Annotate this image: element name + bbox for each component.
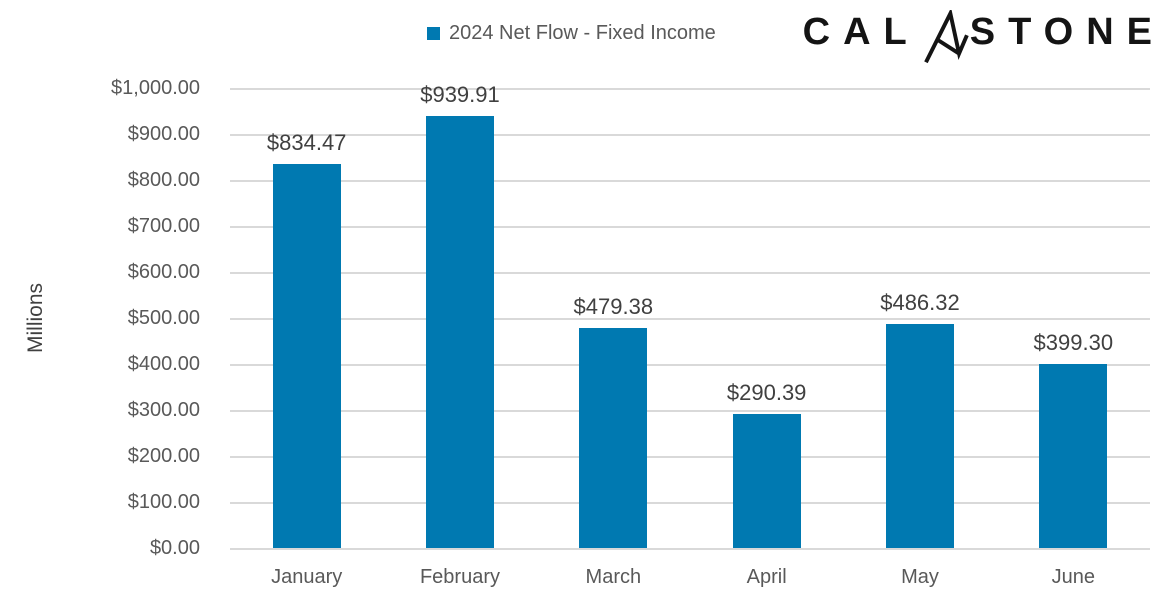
bar-june [1039,364,1108,548]
bar-may [886,324,954,548]
y-axis-labels: $0.00 $100.00 $200.00 $300.00 $400.00 $500.00… [0,0,200,604]
y-tick-label-400: $400.00 [127,353,200,375]
gridline-1000 [230,88,1150,90]
data-label-june: $399.30 [1033,330,1114,356]
gridline-100 [230,502,1150,504]
data-label-january: $834.47 [266,130,347,156]
chart-legend: 2024 Net Flow - Fixed Income [427,20,716,46]
y-tick-label-200: $200.00 [127,445,200,467]
gridline-400 [230,364,1150,366]
y-tick-label-600: $600.00 [127,261,200,283]
x-category-label-february: February [419,566,500,588]
logo-text-stone: STONE [969,11,1165,53]
y-tick-label-100: $100.00 [127,491,200,513]
x-category-label-may: May [901,566,939,588]
y-tick-label-300: $300.00 [127,399,200,421]
gridline-300 [230,410,1150,412]
y-tick-label-1000: $1,000.00 [111,77,200,99]
bar-february [426,115,494,548]
y-tick-label-0: $0.00 [149,537,200,559]
gridline-200 [230,456,1150,458]
y-tick-label-800: $800.00 [127,169,200,191]
data-label-april: $290.39 [726,380,807,406]
x-category-label-april: April [746,566,787,588]
gridline-600 [230,272,1150,274]
y-tick-label-700: $700.00 [127,215,200,237]
legend-marker-swatch [427,26,440,40]
calastone-arrow-icon [923,10,969,64]
data-label-march: $479.38 [573,293,654,319]
y-tick-label-500: $500.00 [127,307,200,329]
data-label-february: $939.91 [420,81,500,107]
gridline-800 [230,180,1150,182]
bar-january [272,164,341,548]
y-tick-label-900: $900.00 [127,123,200,145]
x-category-label-march: March [585,566,642,588]
x-category-label-january: January [271,566,343,588]
calastone-logo: CAL STONE [803,8,1165,64]
gridline-500 [230,318,1150,320]
bar-april [732,414,801,548]
data-label-may: $486.32 [880,290,960,316]
gridline-700 [230,226,1150,228]
legend-label: 2024 Net Flow - Fixed Income [449,21,716,44]
bar-march [579,327,648,548]
plot-area: $834.47 $939.91 $479.38 $290.39 $486.32 $399.… [230,82,1150,550]
x-category-label-june: June [1051,566,1095,588]
gridline-900 [230,134,1150,136]
logo-text-cal: CAL [802,11,920,53]
